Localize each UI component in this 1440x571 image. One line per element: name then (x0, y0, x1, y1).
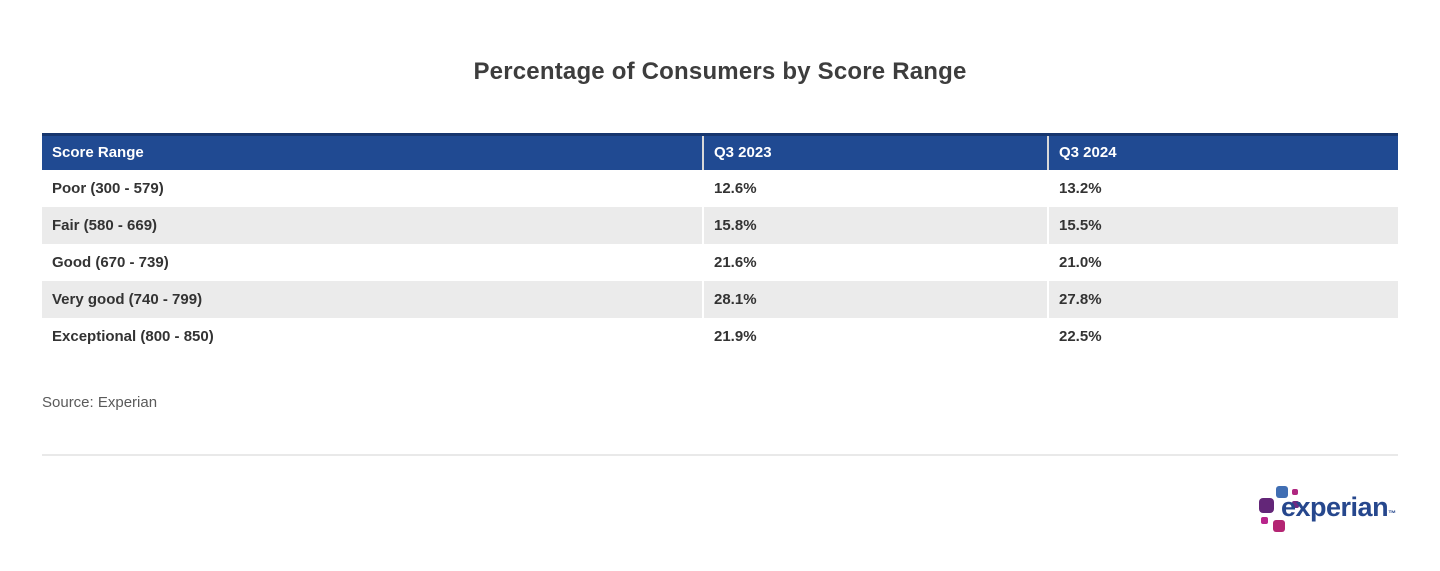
column-header-score-range: Score Range (42, 133, 703, 170)
logo-magenta-small-dot-icon (1261, 517, 1268, 524)
column-header-q3-2024: Q3 2024 (1047, 133, 1398, 170)
table-row: Fair (580 - 669) 15.8% 15.5% (42, 207, 1398, 244)
table-row: Exceptional (800 - 850) 21.9% 22.5% (42, 318, 1398, 355)
logo-purple-square-icon (1259, 498, 1274, 513)
cell-score-range: Very good (740 - 799) (42, 281, 703, 318)
cell-score-range: Poor (300 - 579) (42, 170, 703, 207)
cell-q3-2023: 15.8% (702, 207, 1048, 244)
page-title: Percentage of Consumers by Score Range (473, 58, 967, 85)
cell-q3-2024: 13.2% (1047, 170, 1398, 207)
cell-q3-2024: 15.5% (1047, 207, 1398, 244)
logo-magenta-dot-icon (1292, 489, 1298, 495)
logo-blue-square-icon (1276, 486, 1288, 498)
cell-q3-2023: 21.6% (702, 244, 1048, 281)
cell-q3-2023: 12.6% (702, 170, 1048, 207)
table-header-row: Score Range Q3 2023 Q3 2024 (42, 133, 1398, 170)
table-row: Good (670 - 739) 21.6% 21.0% (42, 244, 1398, 281)
cell-score-range: Exceptional (800 - 850) (42, 318, 703, 355)
table-row: Very good (740 - 799) 28.1% 27.8% (42, 281, 1398, 318)
divider (42, 454, 1398, 456)
logo-magenta-square-icon (1273, 520, 1285, 532)
cell-score-range: Good (670 - 739) (42, 244, 703, 281)
cell-q3-2024: 21.0% (1047, 244, 1398, 281)
cell-q3-2024: 22.5% (1047, 318, 1398, 355)
experian-logo: experian™ (1256, 482, 1406, 540)
trademark-symbol: ™ (1388, 509, 1397, 518)
experian-wordmark: experian™ (1281, 492, 1397, 523)
cell-q3-2024: 27.8% (1047, 281, 1398, 318)
experian-wordmark-text: experian (1281, 492, 1389, 522)
score-range-table: Score Range Q3 2023 Q3 2024 Poor (300 - … (42, 133, 1398, 355)
table-row: Poor (300 - 579) 12.6% 13.2% (42, 170, 1398, 207)
column-header-q3-2023: Q3 2023 (702, 133, 1048, 170)
logo-purple-dot-icon (1292, 501, 1299, 508)
source-note: Source: Experian (42, 394, 158, 411)
cell-q3-2023: 28.1% (702, 281, 1048, 318)
cell-score-range: Fair (580 - 669) (42, 207, 703, 244)
cell-q3-2023: 21.9% (702, 318, 1048, 355)
